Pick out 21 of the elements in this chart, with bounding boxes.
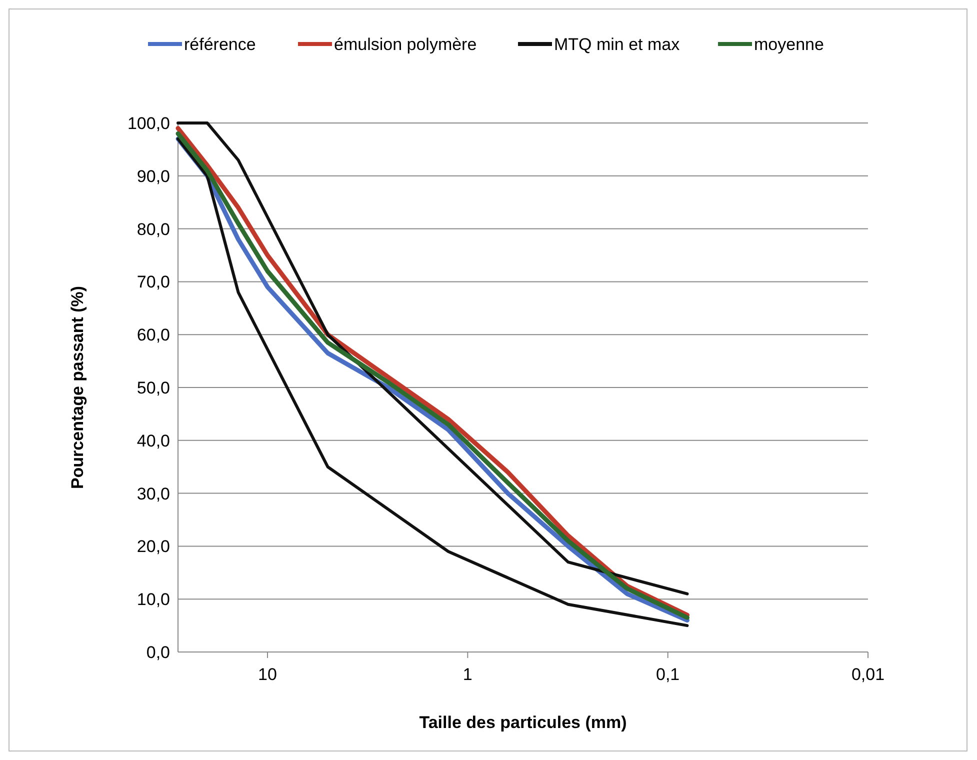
- x-tick-label: 10: [258, 665, 277, 684]
- y-tick-label: 30,0: [136, 484, 170, 504]
- x-axis-title: Taille des particules (mm): [419, 713, 627, 732]
- y-tick-label: 40,0: [136, 431, 170, 450]
- y-tick-label: 90,0: [136, 166, 170, 186]
- legend-label: MTQ min et max: [554, 35, 680, 54]
- legend-label: émulsion polymère: [334, 35, 477, 54]
- y-tick-label: 60,0: [136, 326, 170, 345]
- legend-label: moyenne: [754, 35, 824, 54]
- x-tick-label: 0,1: [656, 665, 680, 684]
- y-tick-label: 80,0: [136, 220, 170, 239]
- y-tick-label: 0,0: [146, 643, 170, 662]
- y-tick-label: 70,0: [136, 272, 170, 292]
- legend-label: référence: [184, 35, 256, 54]
- y-axis-title: Pourcentage passant (%): [68, 286, 87, 490]
- x-tick-label: 1: [462, 665, 472, 684]
- y-tick-label: 10,0: [136, 590, 170, 610]
- y-tick-label: 20,0: [136, 537, 170, 556]
- x-tick-label: 0,01: [851, 665, 885, 684]
- y-tick-label: 50,0: [136, 378, 170, 398]
- y-tick-label: 100,0: [127, 114, 170, 133]
